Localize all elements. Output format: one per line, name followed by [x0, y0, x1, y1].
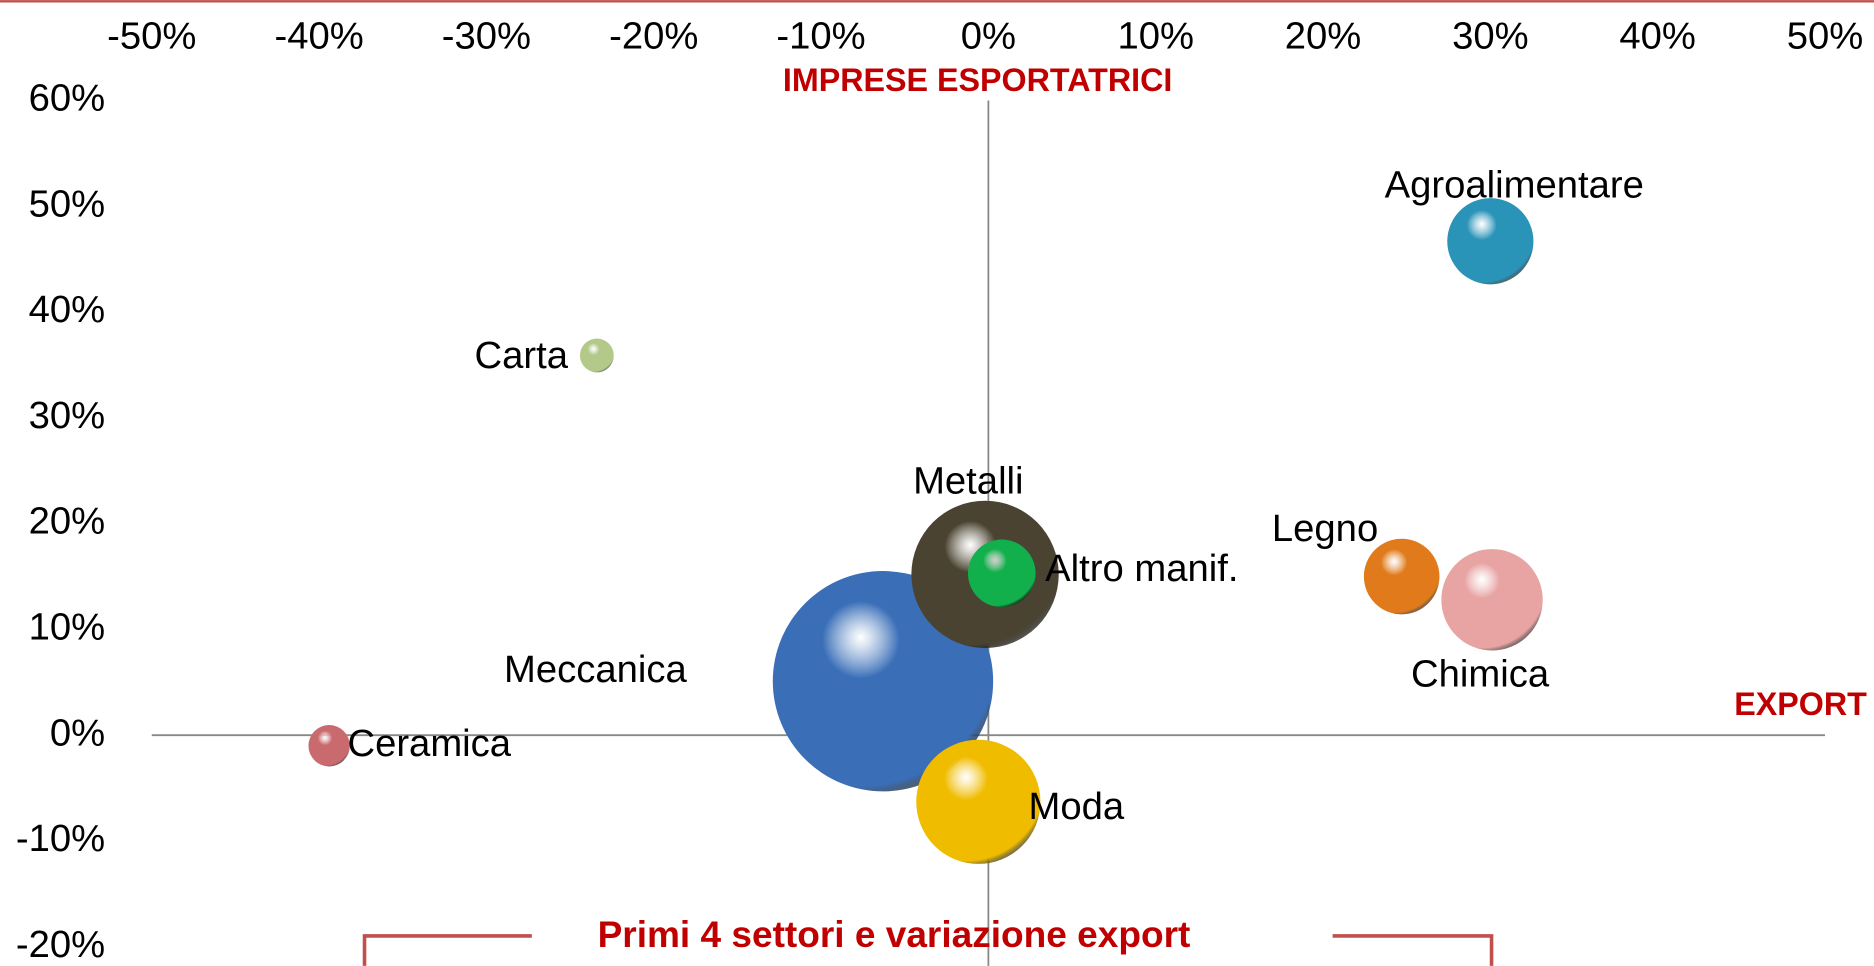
- x-tick-label: 30%: [1452, 14, 1529, 57]
- bubble-label: Ceramica: [347, 722, 511, 765]
- bubble-label: Carta: [475, 334, 569, 377]
- bubble-label: Agroalimentare: [1385, 164, 1644, 207]
- bubble-label: Altro manif.: [1045, 547, 1238, 590]
- annotation-box: [362, 934, 1494, 966]
- x-tick-label: -10%: [776, 14, 865, 57]
- x-tick-label: 40%: [1619, 14, 1696, 57]
- bubble-label: Moda: [1029, 785, 1125, 828]
- y-tick-label: 60%: [29, 77, 106, 120]
- y-axis-title: IMPRESE ESPORTATRICI: [783, 62, 1172, 98]
- bubble-label: Metalli: [913, 460, 1023, 503]
- x-tick-label: 50%: [1787, 14, 1864, 57]
- y-tick-label: 0%: [50, 711, 105, 754]
- y-tick-label: -10%: [16, 817, 105, 860]
- y-tick-label: 40%: [29, 288, 106, 331]
- bubble: [579, 338, 614, 373]
- bubble: [308, 725, 350, 767]
- x-tick-label: -50%: [107, 14, 196, 57]
- bubble: [1447, 198, 1534, 285]
- bubble: [1441, 549, 1543, 651]
- x-axis-title: EXPORT: [1734, 686, 1867, 722]
- x-tick-label: -40%: [274, 14, 363, 57]
- y-tick-label: -20%: [16, 923, 105, 966]
- bubble: [916, 739, 1041, 864]
- x-tick-label: 10%: [1117, 14, 1194, 57]
- x-tick-label: -30%: [442, 14, 531, 57]
- bubble-label: Chimica: [1411, 652, 1550, 695]
- bubble-label: Legno: [1272, 507, 1378, 550]
- bubble: [967, 539, 1036, 608]
- bubble: [1363, 538, 1440, 615]
- y-tick-label: 50%: [29, 182, 106, 225]
- annotation: Primi 4 settori e variazione export: [598, 913, 1191, 955]
- x-tick-label: 0%: [961, 14, 1016, 57]
- bubble-label: Meccanica: [504, 648, 687, 691]
- y-tick-label: 10%: [29, 606, 106, 649]
- x-tick-label: -20%: [609, 14, 698, 57]
- x-tick-label: 20%: [1285, 14, 1362, 57]
- y-tick-label: 30%: [29, 394, 106, 437]
- y-tick-label: 20%: [29, 500, 106, 543]
